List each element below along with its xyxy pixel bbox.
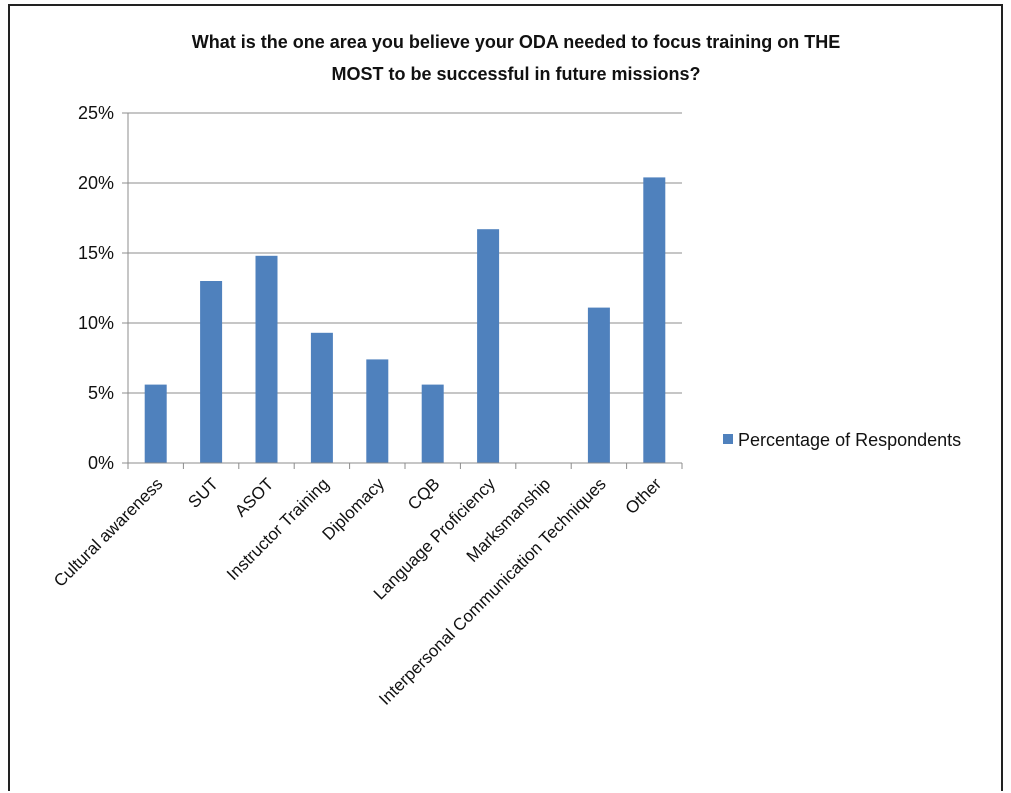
bar [477, 229, 500, 463]
x-tick-label: ASOT [231, 474, 277, 520]
bars [144, 177, 666, 463]
bar [366, 359, 389, 463]
legend-label: Percentage of Respondents [738, 430, 961, 450]
y-tick-label: 5% [88, 383, 114, 403]
x-tick-label: Other [622, 474, 666, 518]
y-tick-label: 0% [88, 453, 114, 473]
chart-title-line-2: MOST to be successful in future missions… [331, 64, 700, 84]
bar [255, 255, 278, 463]
x-tick-label: Cultural awareness [50, 474, 166, 590]
bar-chart: What is the one area you believe your OD… [50, 32, 961, 709]
y-axis-ticks: 0% 5% 10% 15% 20% 25% [78, 103, 128, 473]
legend: Percentage of Respondents [723, 430, 961, 450]
chart-frame: What is the one area you believe your OD… [8, 4, 1003, 791]
bar [144, 384, 167, 463]
legend-swatch [723, 434, 733, 444]
x-tick-label: Instructor Training [223, 474, 333, 584]
x-tick-label: SUT [184, 474, 221, 511]
x-tick-label: Interpersonal Communication Techniques [375, 474, 609, 708]
y-tick-label: 25% [78, 103, 114, 123]
bar [421, 384, 444, 463]
y-tick-label: 15% [78, 243, 114, 263]
chart-title: What is the one area you believe your OD… [192, 32, 840, 84]
y-tick-label: 10% [78, 313, 114, 333]
chart-title-line-1: What is the one area you believe your OD… [192, 32, 840, 52]
x-tick-label: CQB [404, 474, 443, 513]
bar [587, 307, 610, 463]
bar [643, 177, 666, 463]
y-tick-label: 20% [78, 173, 114, 193]
bar [200, 281, 223, 463]
axes [127, 113, 683, 469]
bar [310, 332, 333, 463]
